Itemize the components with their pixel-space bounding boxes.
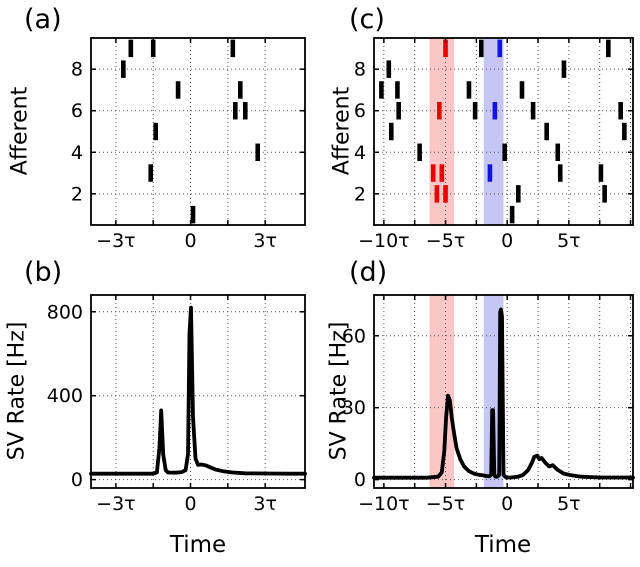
y-tick-label: 8 — [71, 59, 83, 81]
axes-frame — [90, 294, 306, 489]
ylabel-sv-rate-d: SV Rate [Hz] — [326, 321, 352, 461]
panel-label-b: (b) — [24, 257, 63, 288]
x-tick-label: −5τ — [426, 493, 465, 515]
rate-trace — [372, 307, 635, 480]
panel-b: −3τ 0 3τ 0 400 800 — [47, 294, 307, 515]
highlight-band — [429, 38, 455, 225]
panel-c: −10τ −5τ 0 5τ 2 4 6 8 — [354, 37, 634, 252]
x-tick-label: 3τ — [253, 493, 277, 515]
y-tick-label: 0 — [354, 469, 366, 491]
panel-a: −3τ 0 3τ 2 4 6 8 — [71, 37, 306, 252]
axes-frame — [373, 37, 634, 226]
x-tick-label: 0 — [184, 230, 196, 252]
xlabel-time-d: Time — [474, 532, 532, 558]
x-tick-label: −3τ — [96, 493, 135, 515]
x-tick-label: 0 — [501, 493, 513, 515]
y-tick-label: 800 — [47, 301, 83, 323]
panel-label-d: (d) — [349, 257, 388, 288]
x-tick-label: 0 — [184, 493, 196, 515]
y-tick-label: 2 — [354, 183, 366, 205]
x-tick-label: 5τ — [557, 493, 581, 515]
x-tick-label: −10τ — [358, 230, 410, 252]
x-tick-label: 3τ — [253, 230, 277, 252]
y-tick-label: 8 — [354, 59, 366, 81]
y-tick-label: 400 — [47, 385, 83, 407]
x-tick-label: 0 — [501, 230, 513, 252]
y-tick-label: 6 — [71, 100, 83, 122]
ylabel-afferent-c: Afferent — [329, 86, 355, 176]
y-tick-label: 2 — [71, 183, 83, 205]
x-tick-label: 5τ — [557, 230, 581, 252]
y-tick-label: 30 — [342, 397, 366, 419]
axes-frame — [90, 37, 306, 226]
axes-frame — [373, 294, 634, 489]
y-tick-label: 4 — [71, 142, 83, 164]
panel-d: −10τ −5τ 0 5τ 0 30 60 — [342, 294, 635, 515]
y-tick-label: 0 — [71, 469, 83, 491]
y-tick-label: 60 — [342, 325, 366, 347]
ylabel-afferent-a: Afferent — [7, 86, 33, 176]
panel-label-a: (a) — [24, 4, 62, 35]
x-tick-label: −5τ — [426, 230, 465, 252]
highlight-band — [483, 38, 504, 225]
y-tick-label: 6 — [354, 100, 366, 122]
ylabel-sv-rate-b: SV Rate [Hz] — [4, 321, 30, 461]
x-tick-label: −3τ — [96, 230, 135, 252]
panel-label-c: (c) — [349, 4, 385, 35]
y-tick-label: 4 — [354, 142, 366, 164]
xlabel-time-b: Time — [169, 532, 227, 558]
rate-trace — [89, 305, 307, 476]
x-tick-label: −10τ — [358, 493, 410, 515]
